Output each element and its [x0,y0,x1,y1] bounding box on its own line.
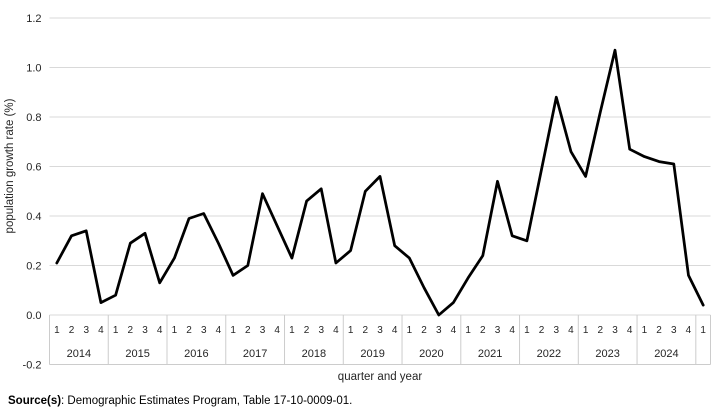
quarter-label: 3 [142,325,148,336]
quarter-label: 1 [54,325,60,336]
year-label: 2014 [67,348,91,360]
quarter-label: 1 [289,325,295,336]
x-axis-title: quarter and year [338,371,423,383]
quarter-label: 4 [274,325,280,336]
quarter-label: 2 [69,325,75,336]
population-growth-line [55,48,705,317]
quarter-label: 1 [524,325,530,336]
y-axis-title: population growth rate (%) [4,98,16,233]
quarter-label: 4 [627,325,633,336]
year-label: 2020 [419,348,443,360]
y-tick-label: 0.6 [26,162,41,174]
quarter-label: 4 [157,325,163,336]
quarter-label: 2 [128,325,134,336]
y-tick-label: 0.2 [26,261,41,273]
year-label: 2019 [360,348,384,360]
quarter-label: 1 [348,325,354,336]
quarter-label: 4 [451,325,457,336]
quarter-label: 1 [113,325,119,336]
quarter-label: 3 [671,325,677,336]
gridlines [49,17,711,316]
quarter-label: 1 [700,325,706,336]
quarter-label: 3 [553,325,559,336]
y-tick-label: 0.0 [26,310,41,322]
quarter-label: 2 [480,325,486,336]
quarter-label: 1 [583,325,589,336]
source-label: Source(s) [8,395,62,407]
y-axis-tick-labels: 1.2 1.0 0.8 0.6 0.4 0.2 0.0 -0.2 [23,13,42,372]
quarter-label: 1 [642,325,648,336]
y-tick-label: 0.8 [26,112,41,124]
year-label: 2022 [537,348,561,360]
y-tick-label: 0.4 [26,211,41,223]
quarter-label: 3 [377,325,383,336]
quarter-label: 4 [333,325,339,336]
y-tick-label: 1.0 [26,63,41,75]
quarter-label: 3 [495,325,501,336]
quarter-label: 3 [612,325,618,336]
quarter-label: 3 [260,325,266,336]
year-label: 2024 [654,348,678,360]
quarter-label: 2 [186,325,192,336]
quarter-label: 4 [216,325,222,336]
quarter-label: 2 [363,325,369,336]
quarter-label: 4 [98,325,104,336]
year-label: 2021 [478,348,502,360]
y-tick-label: 1.2 [26,13,41,25]
quarter-label: 3 [318,325,324,336]
quarter-label: 4 [568,325,574,336]
year-label: 2017 [243,348,267,360]
quarter-label: 1 [172,325,178,336]
quarter-label: 1 [465,325,471,336]
quarter-label: 2 [539,325,545,336]
quarter-label: 4 [509,325,515,336]
quarter-label: 3 [436,325,442,336]
year-label: 2018 [302,348,326,360]
quarter-label: 4 [686,325,692,336]
quarter-label: 2 [598,325,604,336]
quarter-label: 2 [656,325,662,336]
quarter-label: 1 [230,325,236,336]
quarter-label: 4 [392,325,398,336]
year-label: 2023 [595,348,619,360]
year-label: 2016 [184,348,208,360]
y-tick-label: -0.2 [23,360,42,372]
quarter-label: 3 [201,325,207,336]
source-note: Source(s): Demographic Estimates Program… [8,395,352,407]
quarter-label: 2 [421,325,427,336]
quarter-label: 2 [304,325,310,336]
quarter-label: 1 [407,325,413,336]
year-label: 2015 [125,348,149,360]
quarter-label: 3 [83,325,89,336]
data-series-line [55,48,705,317]
quarter-label: 2 [245,325,251,336]
source-text: : Demographic Estimates Program, Table 1… [61,395,353,407]
